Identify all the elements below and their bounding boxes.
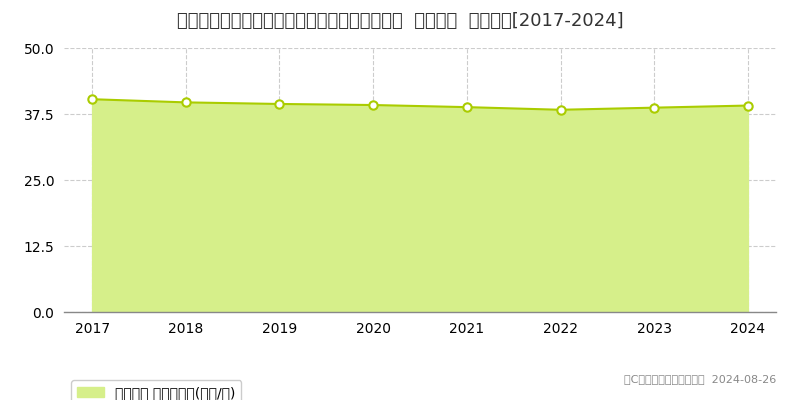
Legend: 地価公示 平均坪単価(万円/坪): 地価公示 平均坪単価(万円/坪) xyxy=(71,380,242,400)
Text: （C）土地価格ドットコム  2024-08-26: （C）土地価格ドットコム 2024-08-26 xyxy=(624,374,776,384)
Text: 神奈川県足柄上郡開成町みなみ３丁目３番１０  地価公示  地価推移[2017-2024]: 神奈川県足柄上郡開成町みなみ３丁目３番１０ 地価公示 地価推移[2017-202… xyxy=(177,12,623,30)
